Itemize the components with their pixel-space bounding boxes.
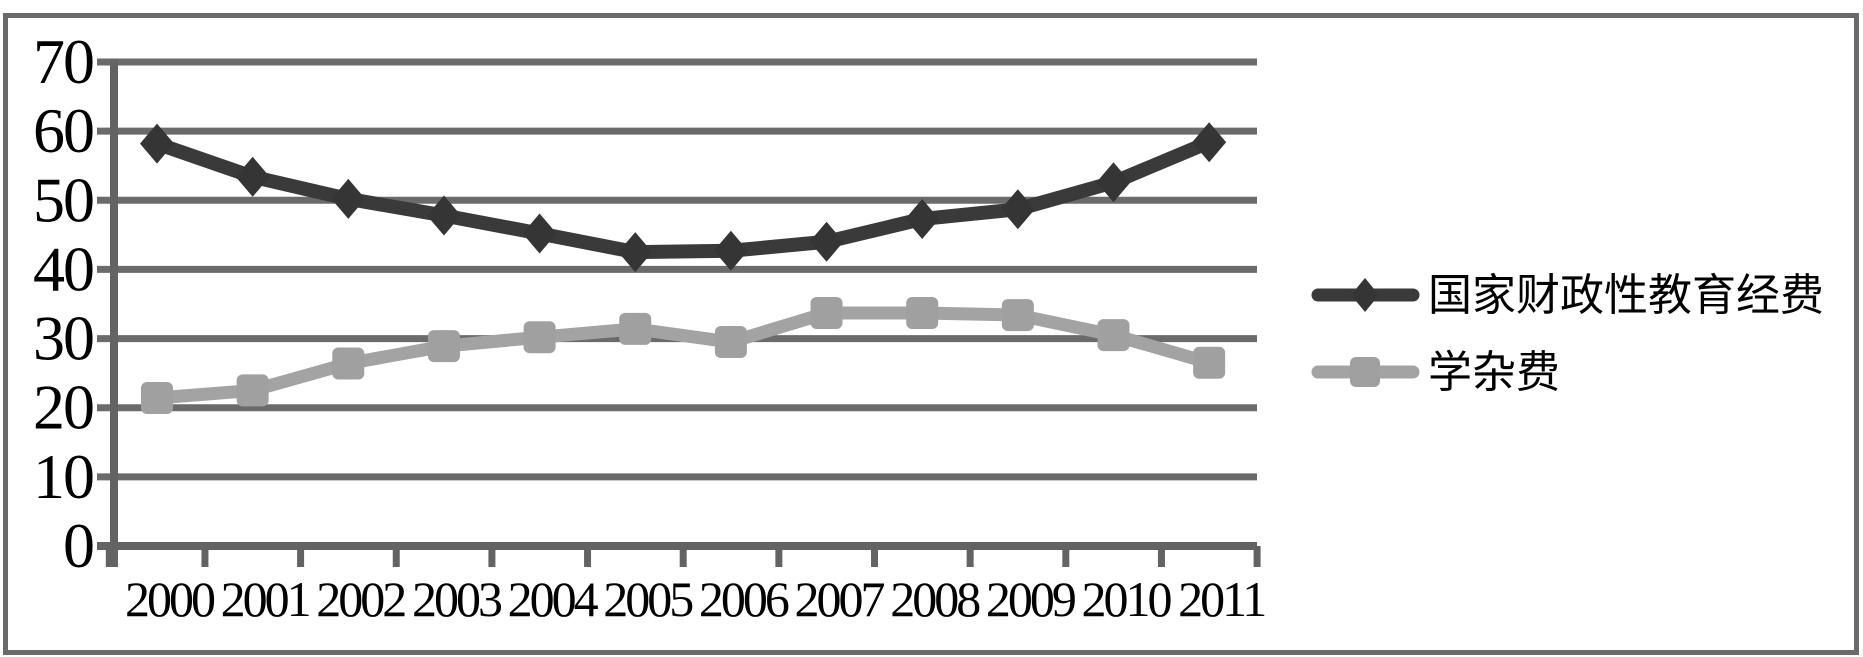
data-point-marker: [331, 178, 366, 219]
data-point-marker: [1000, 189, 1035, 230]
series-line: [150, 135, 1217, 260]
y-axis-tick-label: 40: [33, 233, 93, 304]
legend-diamond-marker: [1351, 278, 1379, 312]
x-axis-tick-label: 2000: [125, 571, 215, 627]
data-point-marker: [140, 123, 174, 164]
x-axis-tick-label: 2008: [890, 571, 980, 627]
x-axis-tick-label: 2010: [1082, 571, 1172, 627]
data-point-marker: [905, 198, 940, 239]
y-axis-tick-label: 10: [33, 441, 93, 512]
legend-item: 国家财政性教育经费: [1311, 271, 1824, 320]
y-axis-tick-label: 70: [33, 26, 93, 97]
data-point-marker: [809, 221, 844, 262]
x-axis-tick-label: 2002: [316, 571, 405, 627]
y-axis-tick-label: 0: [63, 510, 93, 581]
x-axis-tick-label: 2009: [986, 571, 1075, 627]
x-axis-tick-label: 2006: [699, 571, 789, 627]
y-axis-tick-label: 50: [33, 164, 93, 235]
data-point-marker: [522, 213, 557, 254]
data-point-marker: [236, 374, 269, 407]
data-point-marker: [141, 382, 173, 415]
data-point-marker: [427, 330, 460, 363]
data-point-marker: [1097, 319, 1130, 352]
y-axis-tick-label: 20: [33, 372, 93, 443]
series-government-education-funds: [140, 122, 1227, 273]
legend-square-marker: [1350, 357, 1380, 387]
data-point-marker: [1001, 299, 1034, 332]
series-line: [150, 306, 1216, 405]
x-axis-tick-label: 2001: [221, 571, 309, 627]
x-axis-tick-label: 2005: [603, 571, 693, 627]
data-point-marker: [1193, 346, 1226, 379]
data-point-marker: [426, 195, 461, 236]
legend-item: 学杂费: [1311, 348, 1560, 397]
x-axis-tick-label: 2003: [412, 571, 502, 627]
data-point-marker: [235, 156, 270, 197]
x-axis-tick-label: 2007: [795, 571, 885, 627]
data-point-marker: [619, 312, 652, 345]
series-tuition-and-fees: [141, 296, 1226, 415]
x-axis-ticks: [105, 546, 1261, 567]
data-point-marker: [1096, 162, 1131, 203]
legend-label: 学杂费: [1428, 348, 1560, 397]
y-axis-tick-label: 30: [33, 303, 93, 374]
legend-label: 国家财政性教育经费: [1428, 271, 1824, 320]
data-point-marker: [523, 321, 556, 354]
data-point-marker: [713, 230, 748, 271]
y-axis-tick-label: 60: [33, 95, 93, 166]
x-axis-tick-label: 2011: [1178, 571, 1264, 627]
x-axis-tick-label: 2004: [508, 571, 599, 627]
data-point-marker: [906, 296, 939, 329]
data-point-marker: [332, 347, 365, 380]
data-point-marker: [618, 232, 653, 273]
gridlines: [97, 58, 1257, 481]
data-point-marker: [810, 296, 843, 329]
data-point-marker: [1192, 122, 1227, 163]
data-point-marker: [714, 326, 747, 359]
